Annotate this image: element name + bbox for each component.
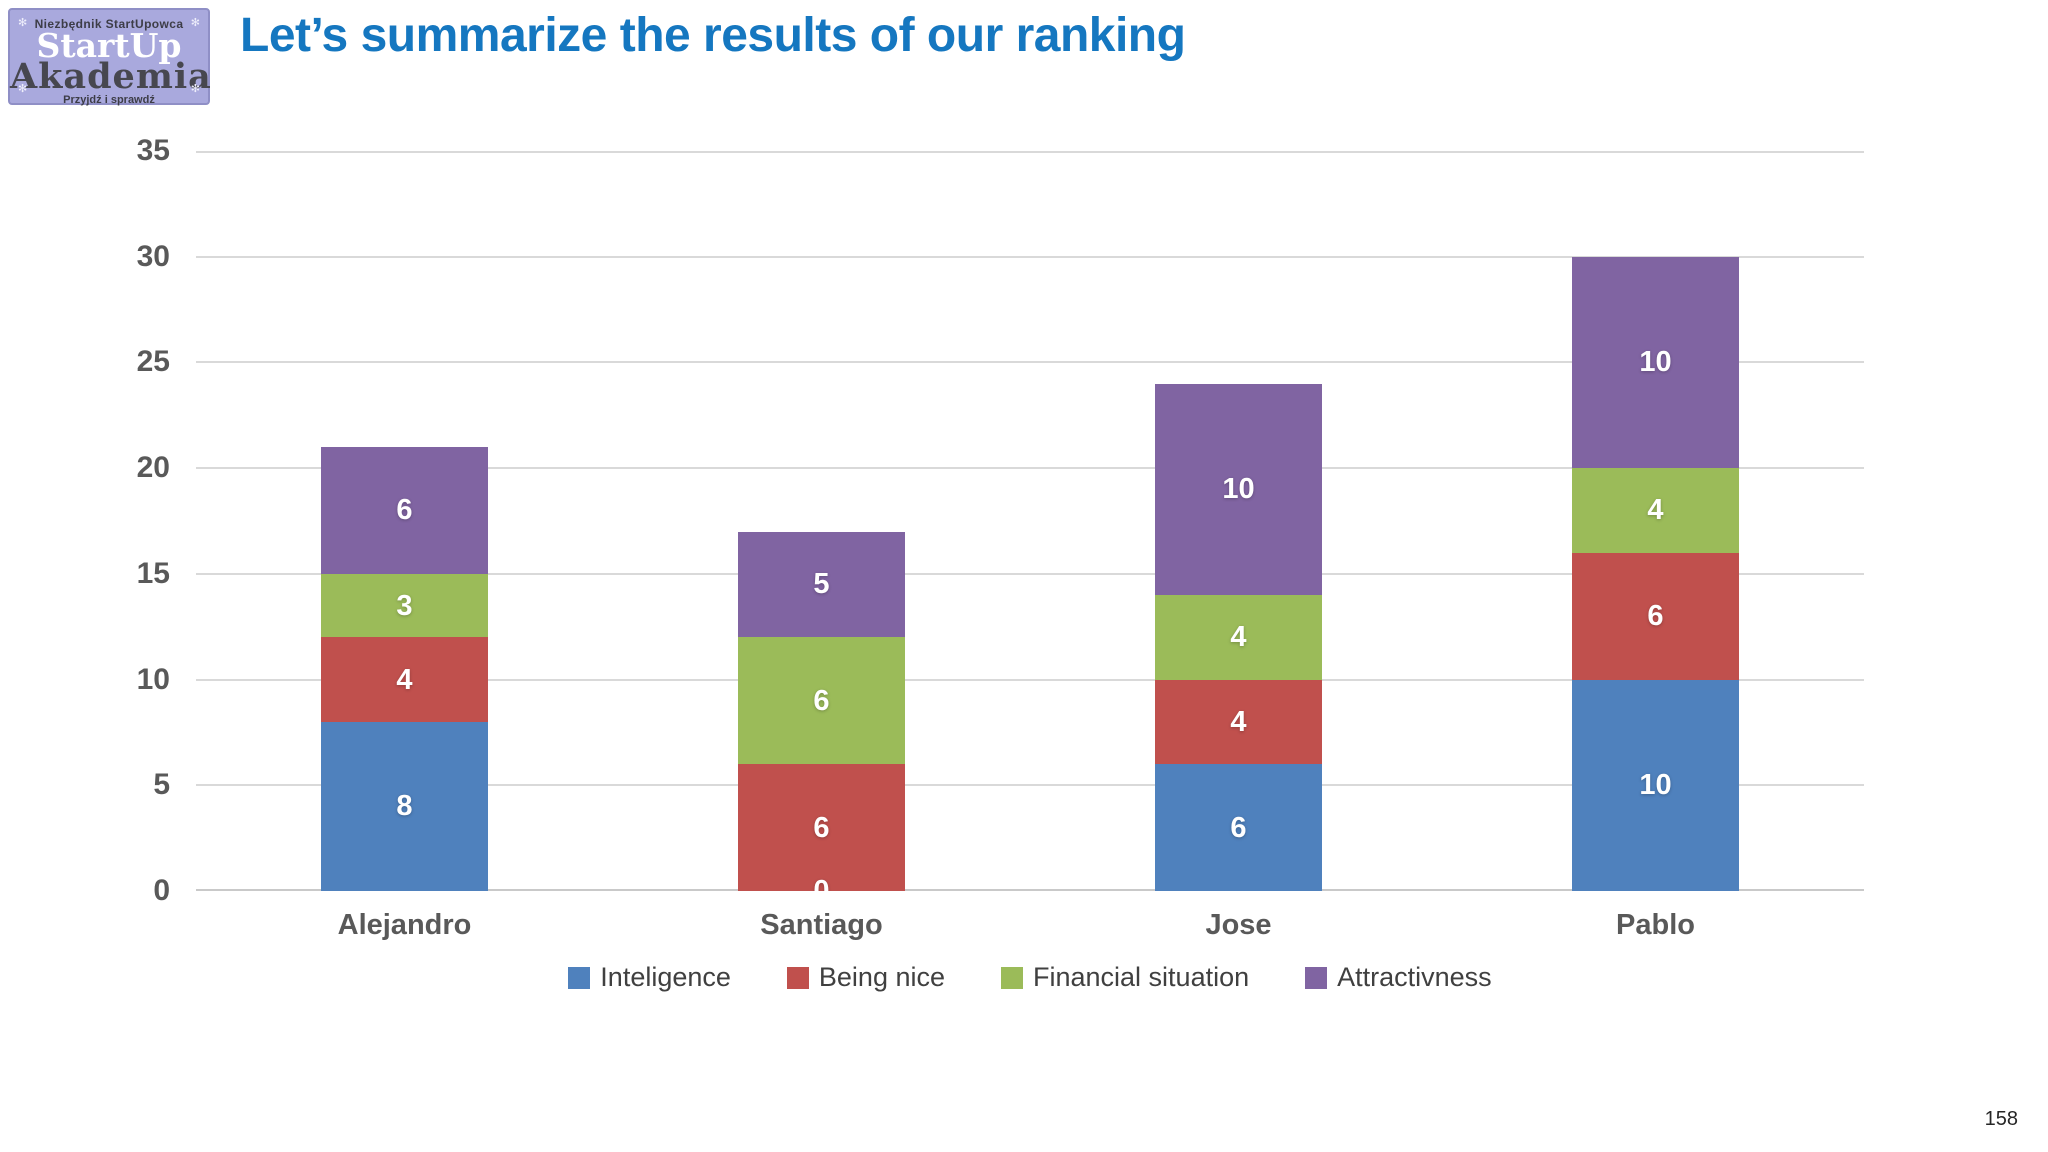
legend-item-being-nice: Being nice bbox=[786, 962, 945, 993]
bar-segment-santiago-financial-situation bbox=[738, 637, 905, 765]
category-label-santiago: Santiago bbox=[760, 909, 883, 941]
data-label: 10 bbox=[1639, 769, 1672, 802]
data-label: 5 bbox=[813, 568, 830, 601]
gridline-5 bbox=[196, 784, 1864, 787]
gridline-0 bbox=[196, 889, 1864, 891]
y-tick-label-25: 25 bbox=[136, 345, 170, 379]
data-label: 10 bbox=[1639, 346, 1672, 379]
bar-segment-santiago-attractivness bbox=[738, 531, 905, 638]
legend-label: Being nice bbox=[818, 962, 945, 992]
category-label-jose: Jose bbox=[1205, 909, 1272, 941]
legend-swatch-icon bbox=[568, 966, 591, 989]
legend-label: Financial situation bbox=[1033, 962, 1250, 992]
bar-segment-pablo-attractivness bbox=[1572, 256, 1739, 469]
legend-item-financial-situation: Financial situation bbox=[1001, 962, 1249, 993]
y-tick-label-30: 30 bbox=[136, 239, 170, 273]
y-tick-label-15: 15 bbox=[136, 556, 170, 590]
legend-label: Attractivness bbox=[1337, 962, 1492, 992]
y-tick-label-35: 35 bbox=[136, 134, 170, 167]
data-label: 4 bbox=[1230, 705, 1247, 738]
data-label: 6 bbox=[813, 684, 830, 717]
gridline-10 bbox=[196, 678, 1864, 681]
bar-segment-alejandro-financial-situation bbox=[321, 573, 488, 638]
legend-swatch-icon bbox=[786, 966, 809, 989]
bar-segment-pablo-financial-situation bbox=[1572, 468, 1739, 553]
bar-segment-alejandro-inteligence bbox=[321, 721, 488, 891]
data-label: 4 bbox=[396, 663, 413, 696]
gridline-25 bbox=[196, 361, 1864, 364]
page-number: 158 bbox=[1984, 1108, 2018, 1130]
gridline-20 bbox=[196, 467, 1864, 470]
logo-ornament-icon: ✻ bbox=[190, 17, 200, 29]
bar-segment-alejandro-being-nice bbox=[321, 637, 488, 722]
data-label: 4 bbox=[1230, 621, 1247, 654]
logo-name-line1: StartUp bbox=[36, 26, 182, 65]
legend-item-attractivness: Attractivness bbox=[1305, 962, 1492, 993]
data-label: 3 bbox=[396, 589, 413, 622]
bar-segment-santiago-being-nice bbox=[738, 764, 905, 891]
data-label: 6 bbox=[1647, 600, 1664, 633]
data-label: 6 bbox=[396, 494, 413, 527]
bar-segment-jose-inteligence bbox=[1155, 764, 1322, 891]
y-tick-label-5: 5 bbox=[153, 768, 170, 802]
data-label: 10 bbox=[1222, 473, 1255, 506]
data-label: 4 bbox=[1647, 494, 1664, 527]
bar-segment-jose-being-nice bbox=[1155, 679, 1322, 765]
bar-segment-pablo-inteligence bbox=[1572, 679, 1739, 891]
startup-akademia-logo: ✻ ✻ ✻ ✻ Niezbędnik StartUpowca StartUp A… bbox=[8, 8, 212, 106]
data-label: 6 bbox=[1230, 811, 1247, 844]
gridline-30 bbox=[196, 255, 1864, 258]
logo-ornament-icon: ✻ bbox=[18, 17, 28, 29]
logo-name-line2: Akademia bbox=[10, 56, 212, 97]
y-tick-label-0: 0 bbox=[153, 874, 170, 907]
logo-ornament-icon: ✻ bbox=[190, 83, 200, 95]
plot-area: 8 4 3 6 0 6 6 5 6 4 4 10 10 6 4 10 bbox=[196, 151, 1864, 891]
legend-swatch-icon bbox=[1305, 966, 1328, 989]
y-tick-label-10: 10 bbox=[136, 662, 170, 696]
y-tick-label-20: 20 bbox=[136, 451, 170, 485]
bar-segment-jose-attractivness bbox=[1155, 383, 1322, 595]
gridline-15 bbox=[196, 572, 1864, 575]
bar-segment-pablo-being-nice bbox=[1572, 552, 1739, 680]
data-label: 8 bbox=[396, 790, 413, 823]
legend-label: Inteligence bbox=[600, 962, 731, 992]
data-label: 0 bbox=[813, 875, 830, 891]
bar-segment-jose-financial-situation bbox=[1155, 595, 1322, 680]
category-label-pablo: Pablo bbox=[1616, 909, 1695, 941]
data-label: 6 bbox=[813, 811, 830, 844]
gridline-35 bbox=[196, 151, 1864, 153]
logo-tagline-bottom: Przyjdź i sprawdź bbox=[63, 94, 155, 106]
logo-tagline-top: Niezbędnik StartUpowca bbox=[34, 17, 184, 31]
legend-item-inteligence: Inteligence bbox=[568, 962, 731, 993]
legend-swatch-icon bbox=[1001, 966, 1023, 989]
slide-title: Let’s summarize the results of our ranki… bbox=[240, 9, 1186, 62]
logo-ornament-icon: ✻ bbox=[18, 83, 28, 95]
chart-legend: Inteligence Being nice Financial situation… bbox=[196, 962, 1864, 993]
bar-segment-alejandro-attractivness bbox=[321, 447, 488, 574]
category-label-alejandro: Alejandro bbox=[337, 909, 472, 941]
